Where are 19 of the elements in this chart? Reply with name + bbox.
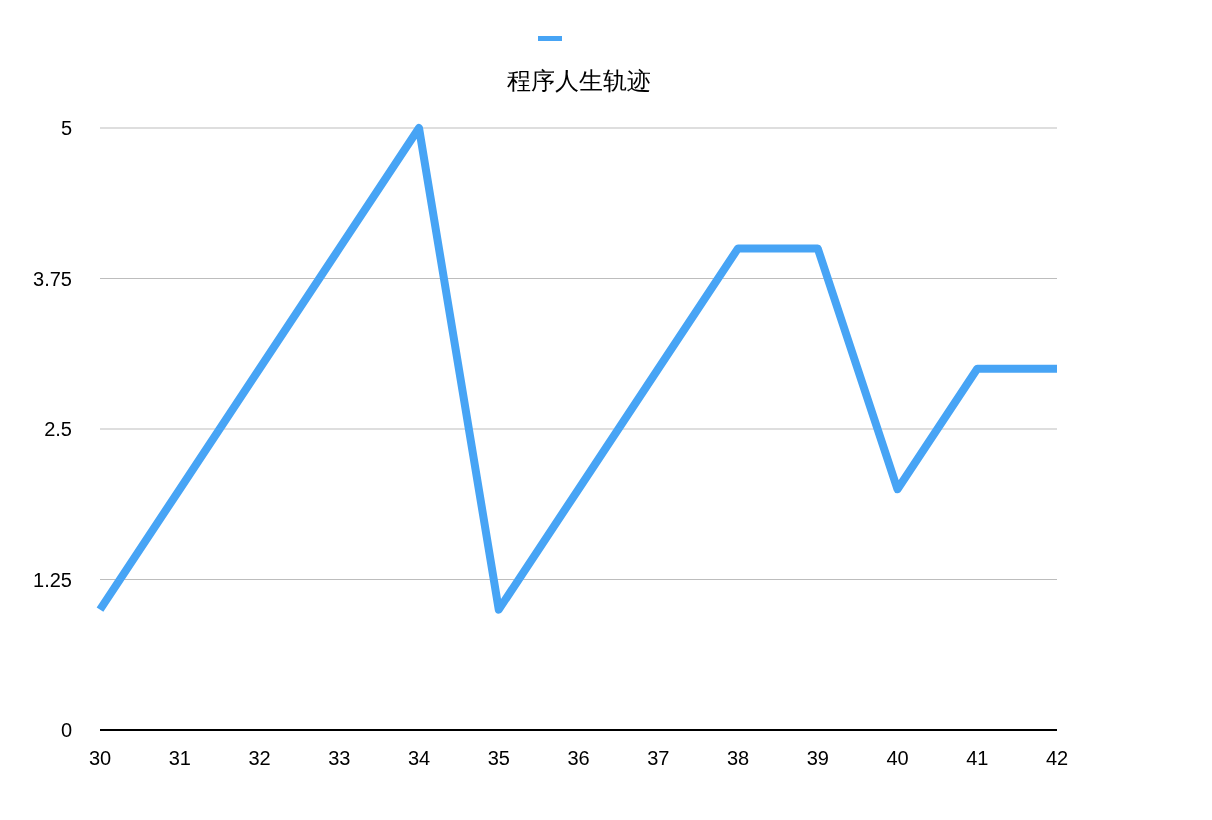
x-tick-label: 42 — [1045, 747, 1069, 769]
y-tick-label: 2.5 — [44, 418, 72, 440]
y-tick-label: 1.25 — [33, 568, 72, 591]
x-tick-label: 33 — [328, 747, 351, 769]
x-tick-label: 36 — [567, 747, 590, 769]
x-tick-label: 30 — [88, 747, 112, 769]
x-tick-label: 39 — [806, 747, 829, 769]
x-tick-label: 32 — [248, 747, 271, 769]
y-tick-label: 3.75 — [33, 267, 72, 290]
x-tick-label: 37 — [647, 747, 670, 769]
chart-title: 程序人生轨迹 — [506, 67, 651, 94]
y-tick-label: 0 — [60, 719, 72, 741]
x-tick-label: 38 — [726, 747, 750, 769]
x-tick-label: 41 — [966, 747, 989, 769]
x-tick-label: 34 — [407, 747, 431, 769]
x-tick-label: 31 — [168, 747, 191, 769]
x-tick-label: 35 — [487, 747, 510, 769]
y-tick-label: 5 — [60, 117, 72, 139]
x-tick-label: 40 — [886, 747, 909, 769]
